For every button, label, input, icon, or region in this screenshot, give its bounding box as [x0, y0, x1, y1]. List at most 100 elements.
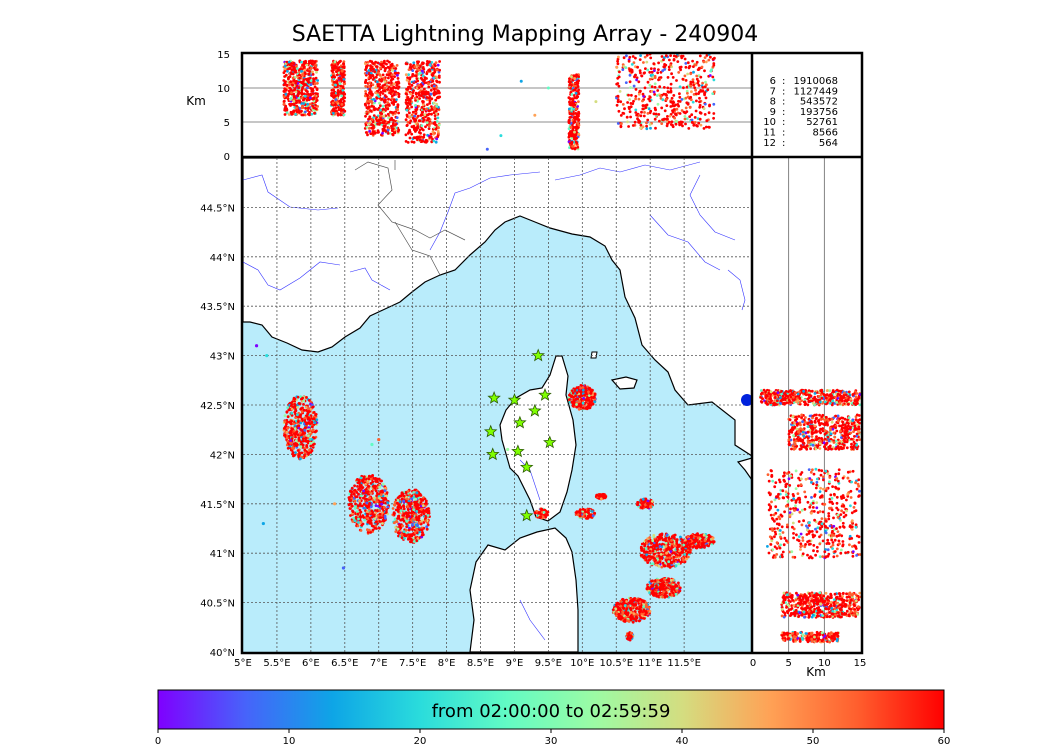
- time-colorbar: 0 10 20 30 40 50 60: [155, 689, 950, 747]
- colorbar-tick-label: 50: [807, 736, 820, 747]
- map-source-points: [254, 344, 716, 642]
- map-source-point: [506, 447, 510, 452]
- station-star-icon: [511, 444, 525, 458]
- station-count-row: 9: 193756: [770, 107, 838, 118]
- map-source-point: [333, 502, 337, 506]
- station-number: 12: [763, 138, 776, 149]
- station-count-row: 10: 52761: [763, 117, 838, 128]
- longitude-tick-label: 8°E: [438, 658, 456, 669]
- station-count: 564: [819, 138, 838, 149]
- map-source-point: [370, 442, 374, 447]
- side-altitude-tick-label: 15: [854, 658, 867, 669]
- map-source-cluster: [347, 474, 390, 535]
- latitude-tick-label: 44°N: [210, 253, 235, 264]
- map-source-cluster: [567, 384, 597, 411]
- altitude-source-cluster: [282, 59, 319, 117]
- latitude-altitude-cluster: [766, 467, 861, 560]
- station-count-table: 6:19100687:11274498:5435729:19375610:527…: [763, 76, 838, 149]
- lat-lon-grid: [243, 158, 752, 652]
- altitude-tick-label: 0: [224, 152, 230, 163]
- latitude-tick-label: 41°N: [210, 549, 235, 560]
- latitude-altitude-reference-lines: [788, 158, 825, 652]
- colorbar-tick-label: 10: [283, 736, 296, 747]
- station-number: 8: [770, 97, 776, 108]
- elba-island: [610, 376, 638, 390]
- altitude-source-point: [499, 134, 503, 138]
- station-count-row: 6:1910068: [770, 76, 838, 87]
- country-borders: [354, 160, 466, 276]
- map-source-cluster: [533, 507, 550, 520]
- station-count-row: 8: 543572: [770, 97, 838, 108]
- station-number: 6: [770, 76, 776, 87]
- altitude-source-point: [546, 86, 550, 90]
- colorbar-caption: from 02:00:00 to 02:59:59: [431, 701, 671, 722]
- station-star-icon: [485, 447, 500, 461]
- blue-marker: [741, 394, 752, 406]
- station-colon: :: [782, 117, 785, 128]
- map-source-cluster: [683, 532, 716, 550]
- colorbar-gradient: [157, 689, 945, 730]
- longitude-tick-label: 10.5°E: [599, 658, 633, 669]
- station-colon: :: [782, 107, 785, 118]
- latitude-tick-label: 40.5°N: [200, 599, 235, 610]
- side-altitude-label: Km: [806, 665, 826, 679]
- station-number: 10: [763, 117, 776, 128]
- station-star-icon: [538, 387, 552, 401]
- latitude-tick-label: 41.5°N: [200, 500, 235, 511]
- map-source-point: [265, 354, 269, 358]
- latitude-altitude-cluster: [780, 630, 840, 644]
- station-count-row: 7:1127449: [770, 86, 838, 97]
- map-source-cluster: [594, 492, 608, 501]
- station-count-panel: 6:19100687:11274498:5435729:19375610:527…: [753, 54, 861, 157]
- latitude-axis-ticks: 40°N 40.5°N 41°N 41.5°N 42°N 42.5°N 43°N 43.5°N…: [200, 203, 235, 659]
- colorbar-tick-label: 20: [414, 736, 427, 747]
- longitude-tick-label: 9.5°E: [535, 658, 562, 669]
- land-north-coast: [243, 158, 752, 457]
- map-source-point: [341, 566, 346, 570]
- map-source-cluster: [645, 577, 682, 599]
- latitude-altitude-cluster: [758, 388, 861, 407]
- station-star-icon: [513, 415, 527, 429]
- longitude-tick-label: 10°E: [570, 658, 594, 669]
- map-source-cluster: [574, 507, 597, 520]
- longitude-tick-label: 11.5°E: [667, 658, 701, 669]
- colorbar-tick-label: 40: [676, 736, 689, 747]
- station-count-row: 11: 8566: [763, 128, 838, 139]
- station-star-icon: [543, 435, 557, 449]
- station-count: 52761: [806, 117, 838, 128]
- altitude-axis-ticks: 0 5 10 15: [217, 50, 230, 163]
- altitude-tick-label: 10: [217, 84, 230, 95]
- map-source-point: [261, 521, 265, 526]
- station-star-icon: [487, 390, 501, 404]
- latitude-tick-label: 42.5°N: [200, 401, 235, 412]
- latitude-altitude-cluster: [787, 413, 861, 451]
- latitude-tick-label: 44.5°N: [200, 203, 235, 214]
- longitude-tick-label: 5°E: [234, 658, 252, 669]
- altitude-panel: 0 5 10 15 Km: [186, 50, 752, 163]
- station-count: 8566: [813, 128, 838, 139]
- map-source-cluster: [625, 631, 635, 642]
- station-star-icon: [519, 460, 534, 473]
- altitude-tick-label: 15: [217, 50, 230, 61]
- station-star-icon: [528, 403, 542, 417]
- station-colon: :: [782, 76, 785, 87]
- altitude-source-point: [533, 113, 537, 117]
- lma-stations: [483, 348, 557, 522]
- colorbar-tick-label: 30: [545, 736, 558, 747]
- colorbar-ticks: 0 10 20 30 40 50 60: [155, 729, 950, 747]
- longitude-tick-label: 6°E: [302, 658, 320, 669]
- latitude-altitude-cluster: [780, 591, 861, 619]
- italy-coast-south: [736, 457, 752, 482]
- map-source-cluster: [611, 596, 652, 624]
- side-altitude-tick-label: 10: [818, 658, 831, 669]
- map-source-point: [377, 437, 381, 442]
- longitude-tick-label: 7°E: [370, 658, 388, 669]
- latitude-altitude-points: [758, 388, 861, 644]
- altitude-source-cluster: [615, 54, 716, 131]
- capraia-island: [590, 351, 598, 359]
- map-source-cluster: [391, 488, 431, 544]
- station-count-background: [753, 54, 861, 157]
- station-count: 193756: [800, 107, 838, 118]
- colorbar-tick-label: 0: [155, 736, 161, 747]
